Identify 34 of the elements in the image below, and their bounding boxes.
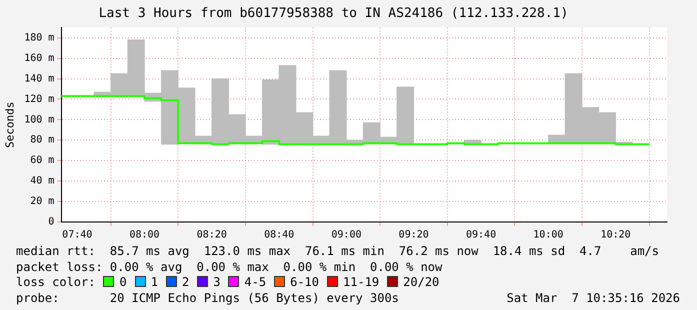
y-tick-label: 80 m (30, 134, 54, 146)
legend-label: 4-5 (244, 275, 266, 289)
y-tick-label: 60 m (30, 155, 54, 166)
chart-title: Last 3 Hours from b60177958388 to IN AS24186 (112.133.228.1) (98, 6, 568, 22)
x-tick-label: 09:20 (398, 230, 429, 241)
legend-title: loss color: (16, 275, 96, 289)
x-tick-label: 08:00 (129, 230, 160, 241)
x-tick-label: 10:00 (533, 230, 564, 241)
text: packet loss: 0.00 % avg 0.00 % max 0.00 % min 0.00 % now (16, 260, 444, 275)
y-tick-label: 40 m (30, 176, 54, 187)
legend-label: 20/20 (403, 275, 440, 289)
y-tick-label: 160 m (24, 52, 54, 64)
y-axis-title: Seconds (3, 102, 16, 148)
legend-label: 6-10 (290, 275, 320, 289)
y-tick-label: 0 (48, 216, 54, 228)
y-tick-label: 180 m (24, 32, 54, 44)
x-tick-label: 08:20 (196, 230, 227, 241)
text: Sat Mar 7 10:35:16 2026 (506, 290, 680, 306)
legend-label: 1 (150, 275, 158, 289)
x-tick-label: 10:20 (600, 230, 631, 241)
legend-label: 0 (119, 275, 127, 289)
x-tick-label: 09:40 (466, 230, 496, 241)
y-tick-label: 20 m (30, 196, 54, 208)
y-tick-label: 140 m (24, 73, 54, 84)
x-tick-label: 08:40 (264, 230, 294, 241)
x-tick-label: 09:00 (331, 230, 362, 241)
y-tick-label: 100 m (24, 114, 54, 126)
legend-label: 3 (213, 275, 220, 289)
text: probe: 20 ICMP Echo Pings (56 Bytes) every 300s (16, 290, 399, 304)
x-tick-label: 07:40 (62, 230, 92, 241)
legend-label: 2 (182, 275, 190, 289)
legend-label: 11-19 (343, 275, 380, 289)
text: median rtt: 85.7 ms avg 123.0 ms max 76.1 ms min 76.2 ms now 18.4 ms sd 4.7 am/s (16, 244, 660, 260)
y-tick-label: 120 m (24, 94, 54, 105)
